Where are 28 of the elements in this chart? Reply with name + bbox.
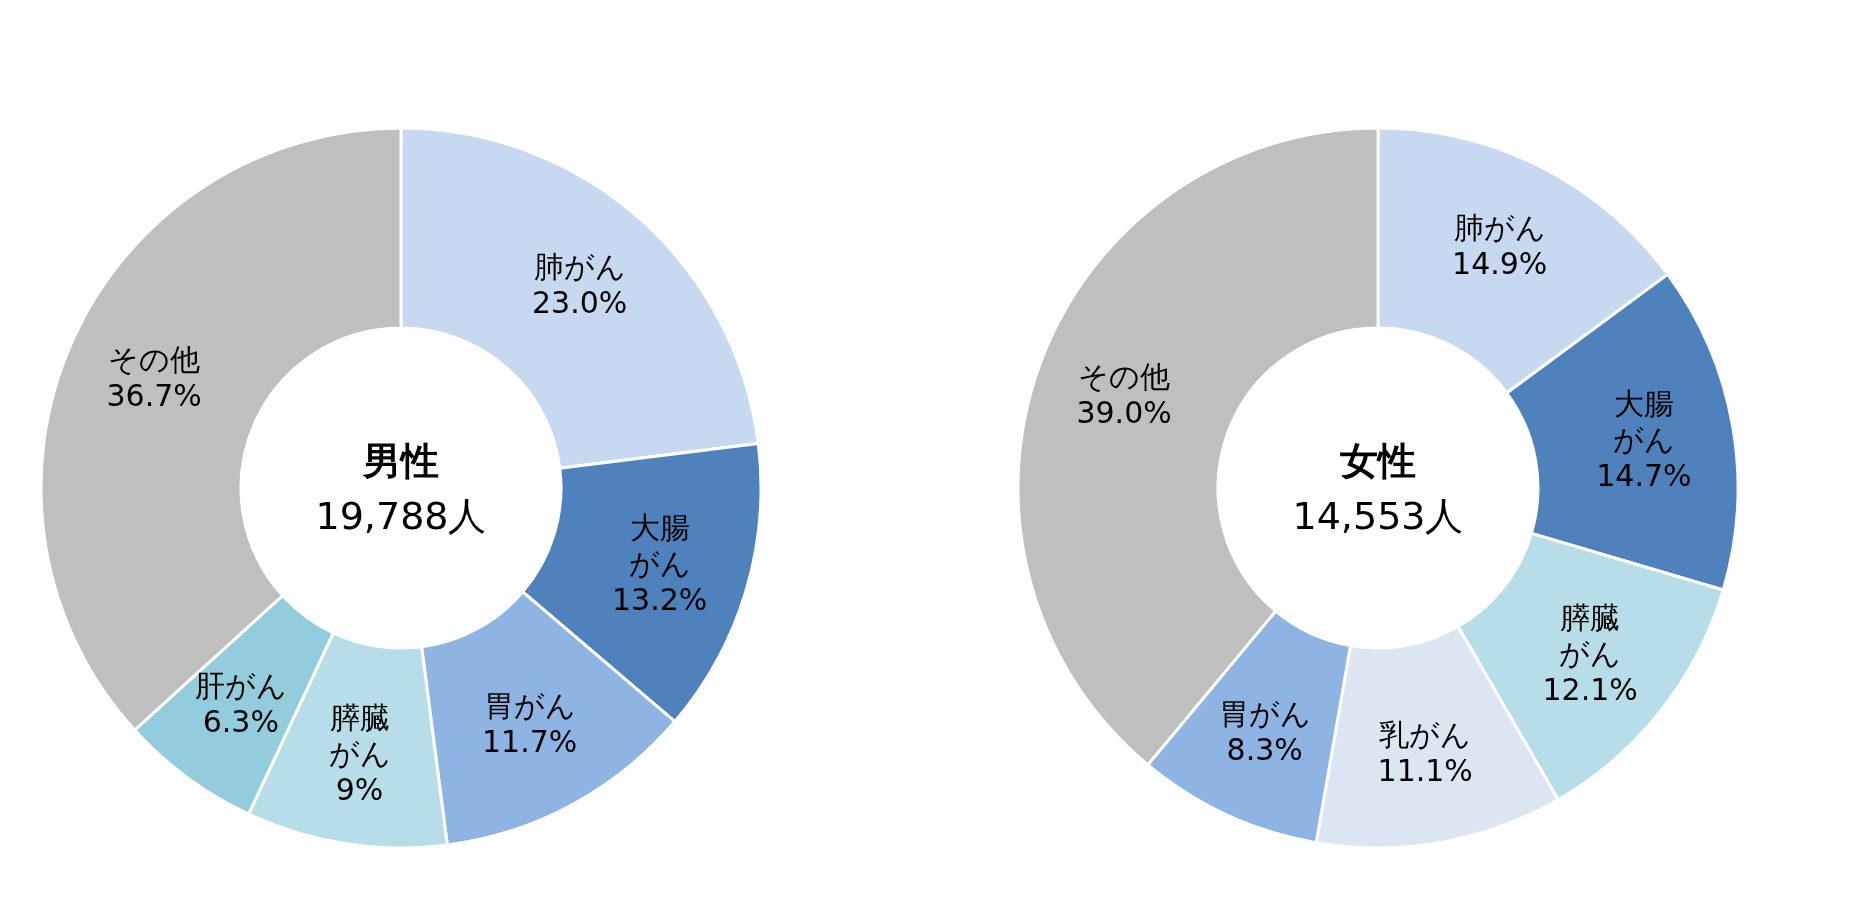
data-label: 11.1% bbox=[1377, 752, 1473, 788]
slice-label: その他 bbox=[108, 341, 201, 377]
data-label: 13.2% bbox=[612, 581, 708, 617]
slice-label: 膵臓がん bbox=[1559, 599, 1622, 671]
data-label: 8.3% bbox=[1226, 731, 1303, 767]
text: 14,553人 bbox=[1292, 493, 1464, 538]
data-label: 23.0% bbox=[532, 284, 628, 320]
data-label: 39.0% bbox=[1076, 394, 1172, 430]
slice-label: 胃がん bbox=[1218, 695, 1311, 731]
slice-label: 肺がん bbox=[533, 248, 626, 284]
slice-label: 膵臓がん bbox=[328, 699, 391, 771]
data-label: 11.7% bbox=[482, 723, 578, 759]
slice-label: 肺がん bbox=[1453, 209, 1546, 245]
slice-label: 大腸がん bbox=[1612, 385, 1675, 457]
text: 女性 bbox=[1340, 438, 1416, 483]
slice-label: 大腸がん bbox=[628, 509, 691, 581]
slice-label: その他 bbox=[1078, 358, 1171, 394]
data-label: 14.9% bbox=[1452, 245, 1548, 281]
data-label: 36.7% bbox=[106, 377, 202, 413]
slice-label: 胃がん bbox=[483, 687, 576, 723]
data-label: 6.3% bbox=[202, 703, 279, 739]
data-label: 14.7% bbox=[1596, 457, 1692, 493]
slice-label: 乳がん bbox=[1379, 716, 1472, 752]
slice-label: 肝がん bbox=[194, 667, 287, 703]
text: 19,788人 bbox=[315, 493, 487, 538]
text: 男性 bbox=[362, 438, 439, 483]
data-label: 12.1% bbox=[1542, 671, 1638, 707]
data-label: 9% bbox=[335, 771, 384, 807]
